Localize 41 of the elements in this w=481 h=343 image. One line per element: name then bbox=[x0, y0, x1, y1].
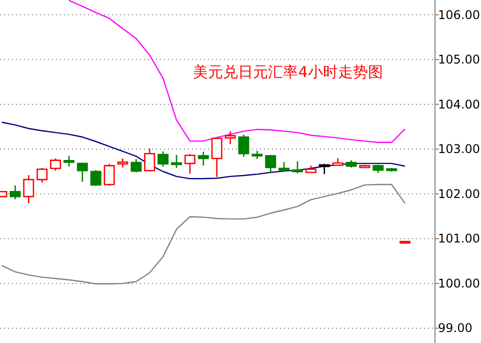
candlestick bbox=[76, 162, 88, 182]
y-tick-label: 105.00 bbox=[438, 52, 480, 67]
y-tick-label: 101.00 bbox=[438, 232, 480, 246]
candlestick bbox=[63, 155, 74, 168]
candlestick bbox=[36, 167, 48, 184]
candlestick bbox=[346, 160, 357, 168]
candlestick bbox=[292, 160, 303, 174]
candlestick bbox=[211, 137, 222, 178]
candlestick bbox=[158, 150, 169, 168]
candlestick bbox=[130, 158, 142, 174]
candlestick bbox=[278, 161, 290, 172]
candlestick bbox=[318, 163, 330, 175]
candlestick bbox=[305, 165, 316, 174]
text: 美元兑日元汇率4小时走势图 bbox=[193, 63, 383, 81]
candlestick bbox=[90, 170, 102, 186]
y-tick-label: 106.00 bbox=[438, 8, 480, 22]
candlestick bbox=[117, 158, 128, 168]
candlestick bbox=[252, 150, 263, 160]
candlestick bbox=[332, 157, 344, 166]
candlestick bbox=[198, 151, 209, 166]
candlestick bbox=[372, 164, 384, 174]
y-tick-label: 99.00 bbox=[438, 321, 472, 336]
y-tick-label: 100.00 bbox=[438, 276, 480, 290]
candlestick bbox=[144, 148, 156, 172]
candlestick bbox=[10, 184, 21, 200]
candlestick bbox=[224, 130, 236, 145]
candlestick bbox=[238, 134, 250, 158]
y-tick-label: 102.00 bbox=[438, 186, 480, 201]
candlestick bbox=[184, 153, 196, 174]
candlestick bbox=[265, 154, 276, 174]
candlestick bbox=[104, 163, 115, 186]
y-tick-label: 103.00 bbox=[438, 142, 480, 156]
candlestick bbox=[23, 174, 34, 204]
candlestick bbox=[359, 164, 370, 169]
line-series bbox=[1, 122, 406, 180]
candlestick bbox=[400, 240, 411, 244]
y-tick-label: 104.00 bbox=[438, 97, 480, 112]
line-series bbox=[68, 0, 406, 143]
candlestick bbox=[171, 154, 182, 169]
candlestick bbox=[386, 167, 398, 172]
candlestick bbox=[50, 158, 62, 172]
